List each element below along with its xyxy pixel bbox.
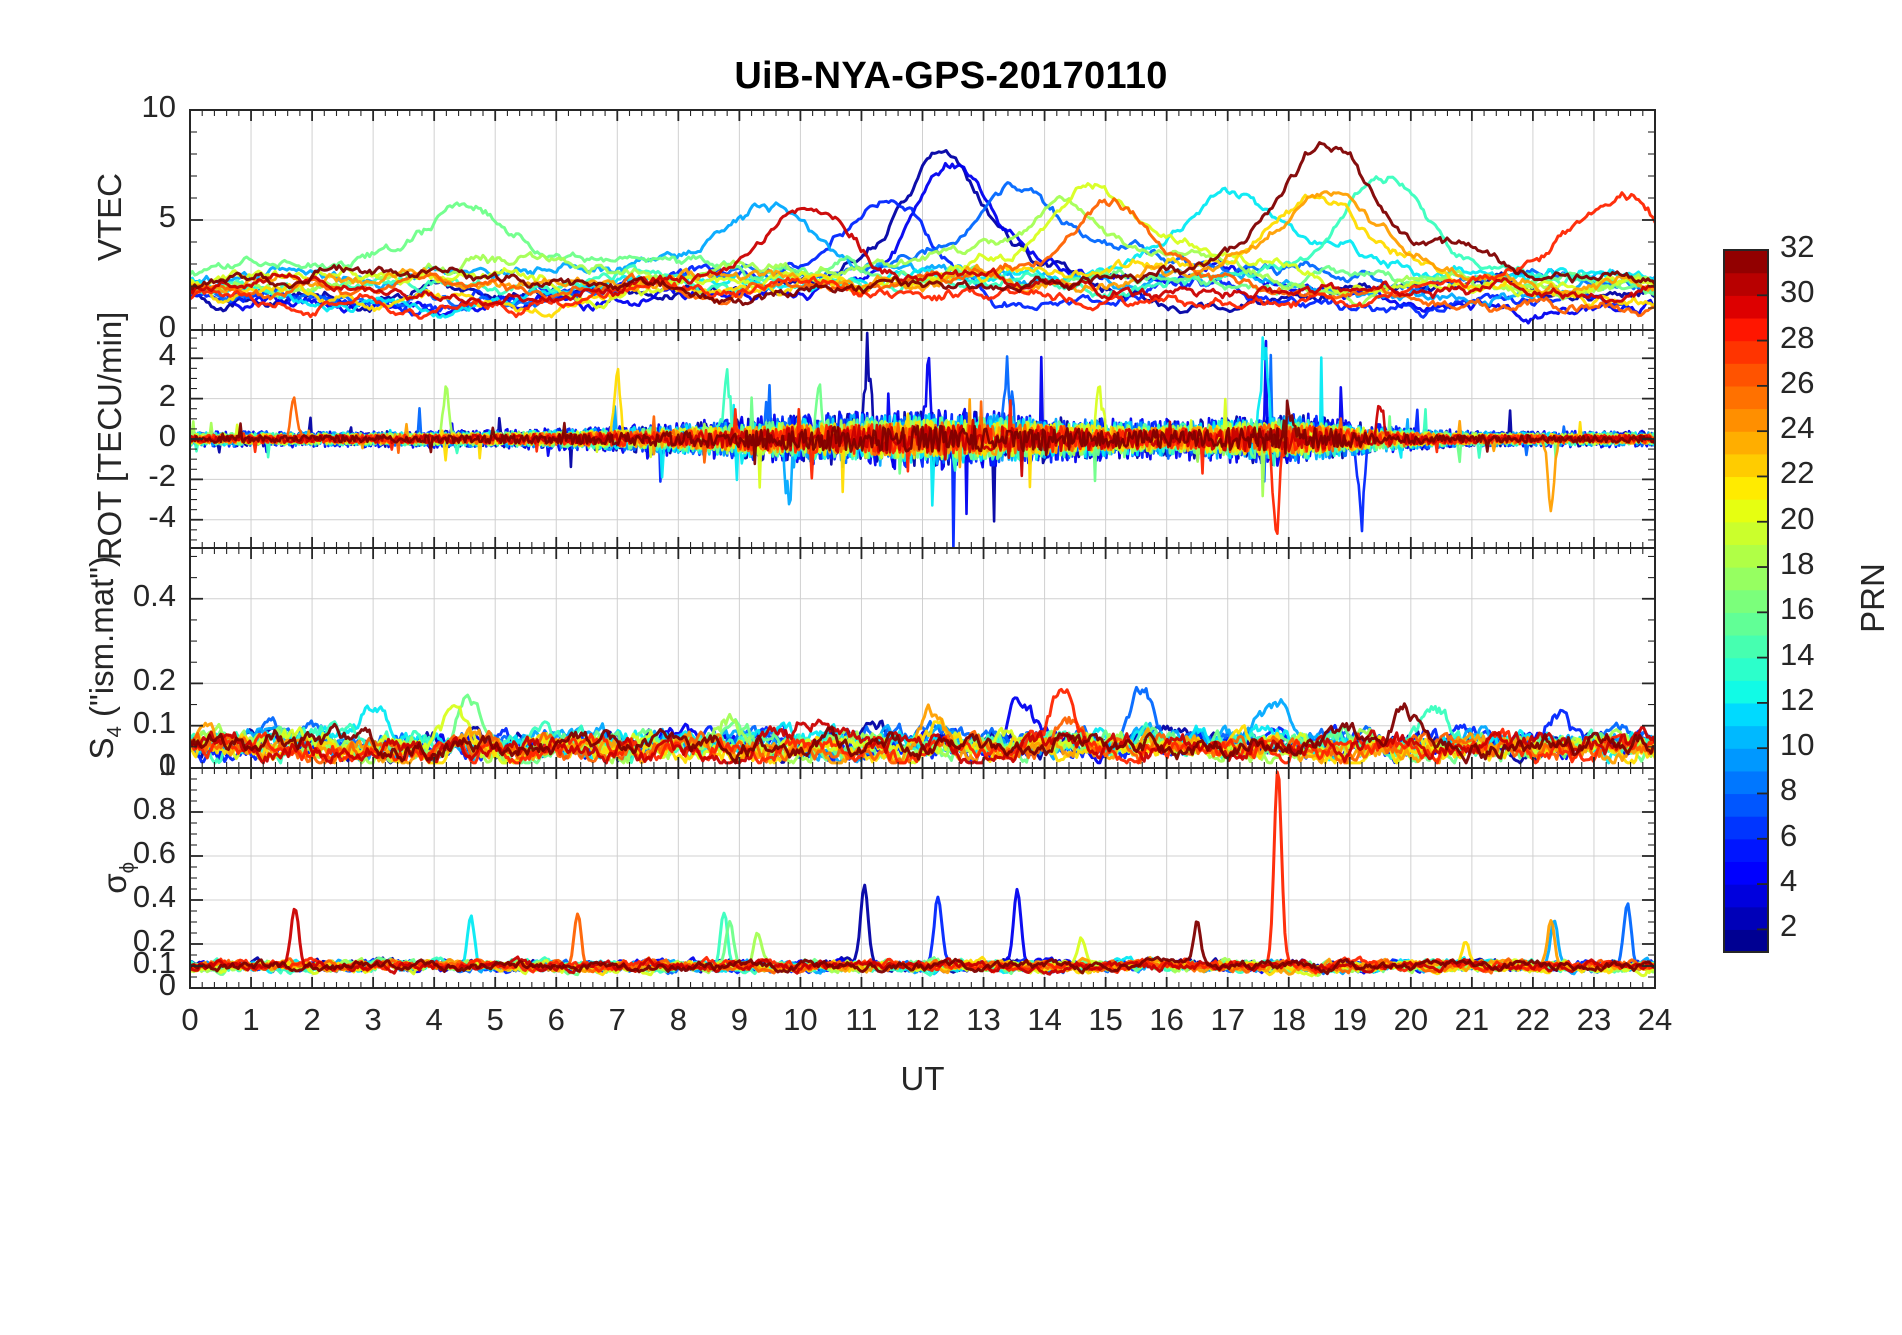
xtick-label: 7: [608, 1002, 626, 1037]
colorbar-tick-label: 6: [1780, 817, 1798, 853]
ytick-label-sigma_phi: 0.4: [132, 879, 176, 914]
ytick-label-rot: 2: [158, 377, 176, 413]
xtick-label: 1: [242, 1002, 260, 1037]
colorbar-tick-label: 10: [1780, 727, 1815, 763]
figure-title: UiB-NYA-GPS-20170110: [734, 55, 1168, 97]
ytick-label-s4: 0: [158, 747, 176, 782]
xtick-label: 10: [783, 1002, 818, 1037]
xtick-label: 0: [181, 1002, 199, 1037]
xtick-label: 3: [364, 1002, 382, 1037]
colorbar-tick-label: 20: [1780, 500, 1815, 536]
xtick-label: 15: [1088, 1002, 1123, 1037]
ytick-label-sigma_phi: 0.6: [132, 835, 176, 870]
xlabel: UT: [900, 1060, 945, 1097]
ytick-label-sigma_phi: 0.8: [132, 791, 176, 826]
ytick-label-s4: 0.4: [132, 577, 176, 613]
colorbar-tick-label: 18: [1780, 546, 1815, 582]
colorbar-tick-label: 8: [1780, 772, 1798, 808]
ytick-label-vtec: 5: [158, 199, 176, 234]
ytick-label-rot: 0: [158, 418, 176, 453]
xtick-label: 12: [905, 1002, 940, 1037]
ytick-label-sigma_phi: 0.1: [132, 945, 176, 980]
colorbar-tick-label: 32: [1780, 229, 1815, 264]
xtick-label: 13: [966, 1002, 1001, 1037]
colorbar-label: PRN: [1854, 563, 1891, 633]
xtick-label: 2: [303, 1002, 321, 1037]
xtick-label: 23: [1576, 1002, 1612, 1037]
colorbar-tick-label: 26: [1780, 364, 1815, 400]
colorbar-tick-label: 24: [1780, 410, 1815, 446]
colorbar-tick-label: 2: [1780, 908, 1798, 944]
xtick-label: 8: [669, 1002, 687, 1037]
colorbar-tick-label: 12: [1780, 681, 1815, 717]
ytick-label-s4: 0.1: [132, 704, 176, 740]
ytick-label-s4: 0.2: [132, 662, 176, 698]
xtick-label: 4: [425, 1002, 443, 1037]
xtick-label: 17: [1210, 1002, 1245, 1037]
ytick-label-rot: 4: [158, 337, 176, 373]
xtick-label: 19: [1332, 1002, 1368, 1037]
xtick-label: 16: [1149, 1002, 1184, 1037]
xtick-label: 14: [1027, 1002, 1062, 1037]
ytick-label-sigma_phi: 0.2: [132, 923, 176, 958]
ytick-label-sigma_phi: 1: [158, 747, 176, 782]
ytick-label-rot: -4: [148, 498, 176, 534]
xtick-label: 6: [547, 1002, 565, 1037]
colorbar-tick-label: 4: [1780, 863, 1798, 899]
colorbar-tick-label: 22: [1780, 455, 1815, 491]
xtick-label: 11: [845, 1002, 878, 1037]
ytick-label-vtec: 10: [141, 89, 176, 124]
xtick-label: 22: [1515, 1002, 1551, 1037]
xtick-label: 21: [1454, 1002, 1490, 1037]
colorbar-tick-label: 30: [1780, 274, 1815, 310]
ylabel-sigma-phi: σϕ: [96, 861, 139, 894]
xtick-label: 20: [1393, 1002, 1429, 1037]
ytick-label-rot: -2: [148, 458, 176, 494]
xtick-label: 18: [1271, 1002, 1306, 1037]
xtick-label: 9: [730, 1002, 748, 1037]
colorbar-tick-label: 14: [1780, 636, 1815, 672]
xtick-label: 24: [1637, 1002, 1673, 1037]
colorbar-tick-label: 28: [1780, 319, 1815, 355]
colorbar-tick-label: 16: [1780, 591, 1815, 627]
xtick-label: 5: [486, 1002, 504, 1037]
ytick-label-sigma_phi: 0: [158, 967, 176, 1002]
ytick-label-vtec: 0: [158, 309, 176, 344]
